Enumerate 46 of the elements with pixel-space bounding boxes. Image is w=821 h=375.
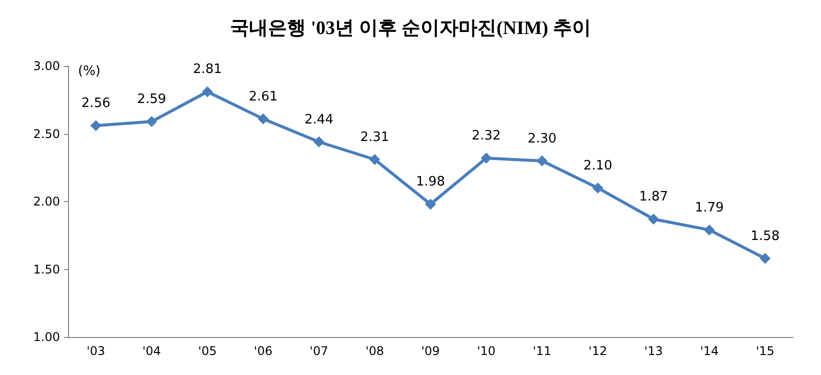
- y-axis-title: (%): [78, 64, 100, 79]
- data-label: 2.32: [472, 128, 501, 144]
- x-tick-label: '10: [476, 344, 496, 358]
- point: [648, 214, 660, 225]
- x-tick-label: '04: [142, 344, 161, 358]
- point: [146, 116, 158, 128]
- y-tick-label: 1.50: [33, 262, 60, 276]
- point: [592, 182, 604, 194]
- y-tick-label: 2.00: [33, 194, 60, 208]
- point: [425, 198, 436, 210]
- data-label: 2.61: [248, 89, 278, 104]
- x-tick-label: '13: [644, 344, 663, 358]
- data-label: 2.59: [137, 92, 166, 108]
- data-label: 1.79: [694, 200, 724, 216]
- point: [704, 224, 715, 236]
- point: [202, 86, 213, 98]
- data-label: 1.87: [639, 190, 668, 205]
- point: [369, 154, 380, 165]
- data-label: 2.10: [583, 158, 612, 174]
- x-tick-label: '07: [310, 344, 328, 358]
- chart-title: 국내은행 '03년 이후 순이자마진(NIM) 추이: [230, 18, 591, 39]
- point: [480, 152, 492, 164]
- x-tick-label: '05: [198, 344, 217, 358]
- data-label: 2.31: [360, 130, 390, 145]
- point: [258, 113, 269, 124]
- x-tick-label: '08: [365, 344, 384, 358]
- data-label: 1.98: [416, 174, 445, 190]
- point: [313, 136, 324, 148]
- y-tick-label: 1.00: [33, 330, 60, 344]
- data-label: 2.56: [81, 96, 110, 112]
- x-tick-label: '06: [254, 344, 272, 358]
- point: [536, 155, 548, 166]
- x-tick-label: '15: [756, 344, 774, 358]
- data-label: 2.44: [304, 112, 334, 128]
- point: [760, 252, 771, 264]
- data-label: 2.30: [528, 131, 557, 146]
- data-label: 2.81: [192, 62, 222, 78]
- data-label: 1.58: [750, 228, 780, 244]
- y-tick-label: 2.50: [33, 126, 60, 141]
- x-tick-label: '12: [588, 344, 608, 358]
- y-tick-label: 3.00: [33, 59, 60, 73]
- x-tick-label: '11: [532, 344, 552, 358]
- point: [90, 120, 102, 132]
- x-tick-label: '03: [86, 344, 106, 358]
- x-tick-label: '09: [421, 344, 440, 358]
- x-tick-label: '14: [700, 344, 719, 358]
